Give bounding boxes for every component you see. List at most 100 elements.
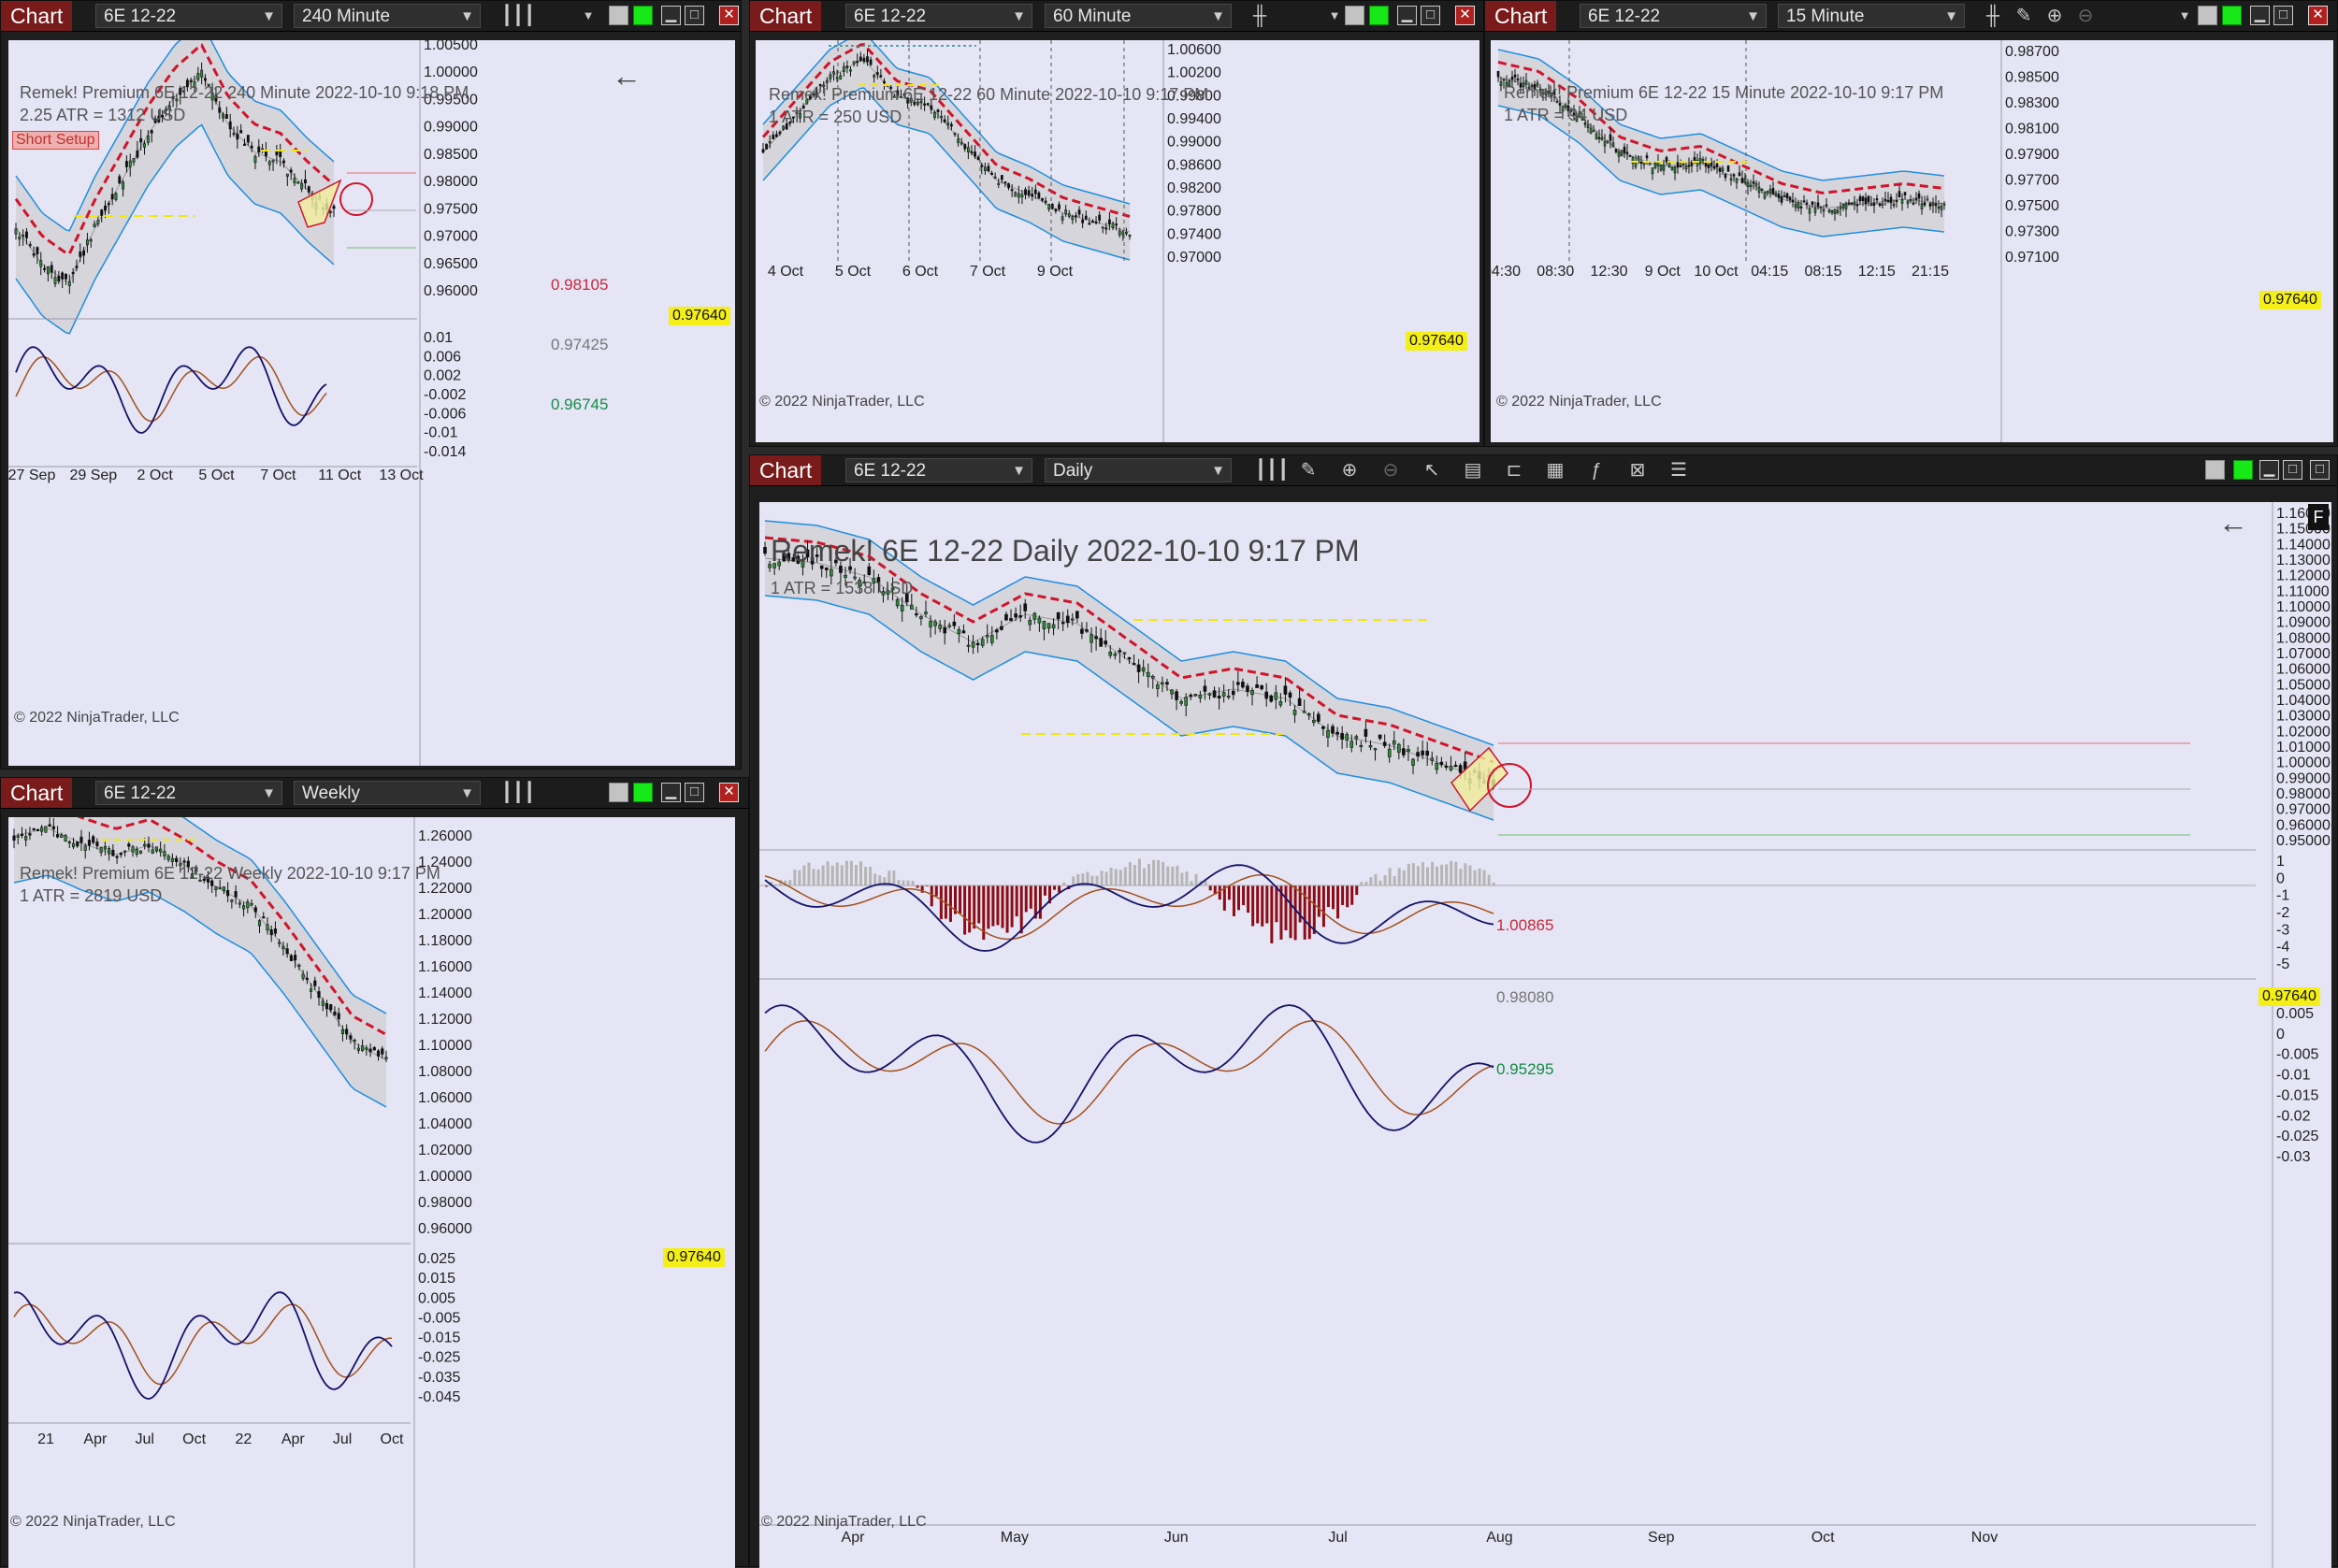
instrument-selector[interactable]: 6E 12-22 ▼ — [95, 781, 282, 805]
instrument-selector[interactable]: 6E 12-22 ▼ — [95, 4, 282, 28]
indicators-icon[interactable]: ⊠ — [1629, 460, 1646, 481]
candle-body — [226, 889, 230, 897]
link-color-button[interactable] — [609, 783, 628, 802]
target-circle — [339, 182, 373, 216]
chart-canvas[interactable]: 1.160001.150001.140001.130001.120001.110… — [759, 502, 2331, 1568]
chart-tab[interactable]: Chart — [1485, 1, 1557, 31]
zoom-out-icon[interactable]: ⊖ — [2077, 6, 2094, 26]
instrument-selector[interactable]: 6E 12-22 ▼ — [1580, 4, 1767, 28]
maximize-button[interactable]: □ — [2283, 460, 2302, 480]
close-button[interactable]: ✕ — [719, 6, 739, 25]
histogram-bar — [916, 885, 919, 888]
chart-style-icon[interactable]: ▦ — [1546, 460, 1565, 481]
close-button[interactable]: ✕ — [1455, 6, 1475, 25]
link-color-button[interactable] — [2205, 460, 2225, 480]
maximize-button[interactable]: □ — [2273, 6, 2293, 25]
properties-icon[interactable]: ☰ — [1670, 460, 1687, 481]
chart-canvas[interactable]: 1.00600 1.00200 0.99800 0.99400 0.99000 0.986… — [756, 40, 1479, 442]
candle-body — [53, 277, 57, 284]
candle-body — [1054, 209, 1058, 212]
time-axis-tick: Oct — [1811, 1530, 1835, 1546]
candle-body — [200, 69, 204, 78]
cursor-icon[interactable]: ↖ — [1423, 460, 1440, 481]
candle-body — [858, 580, 861, 586]
instrument-selector[interactable]: 6E 12-22 ▼ — [845, 458, 1032, 482]
chart-tab[interactable]: Chart — [1, 778, 73, 808]
candle-body — [93, 223, 96, 227]
histogram-bar — [1166, 866, 1170, 885]
close-button[interactable]: □ — [2310, 460, 2330, 480]
maximize-button[interactable]: □ — [685, 6, 704, 25]
bar-style-icon[interactable]: ╫ — [1252, 6, 1267, 26]
price-panel[interactable]: 0.98700 0.98500 0.98300 0.98100 0.97900 0.977… — [1491, 40, 2333, 442]
candle-body — [1407, 749, 1410, 752]
candle-body — [193, 81, 196, 88]
window-linking-icon[interactable]: ⊏ — [1506, 460, 1523, 481]
candle-body — [916, 101, 919, 106]
minimize-button[interactable]: ▁ — [661, 783, 681, 802]
strategy-icon[interactable]: ƒ — [1591, 460, 1602, 481]
chart-tab[interactable]: Chart — [750, 1, 822, 31]
corner-badge[interactable]: F — [2308, 504, 2329, 530]
link-color-button[interactable] — [609, 6, 628, 25]
candle-body — [812, 93, 815, 95]
candle-body — [765, 143, 768, 150]
histogram-bar — [1393, 875, 1396, 885]
toolbar-overflow-icon[interactable]: ▼ — [582, 8, 595, 22]
chart-tab[interactable]: Chart — [750, 455, 822, 485]
link-color-button[interactable] — [2198, 6, 2217, 25]
price-panel[interactable]: 1.00600 1.00200 0.99800 0.99400 0.99000 0.986… — [756, 40, 1479, 442]
interval-selector[interactable]: Weekly ▼ — [294, 781, 481, 805]
back-arrow-icon[interactable]: ← — [612, 59, 642, 93]
draw-tools-icon[interactable]: ✎ — [2015, 6, 2032, 26]
candle-body — [960, 142, 963, 145]
interval-selector[interactable]: Daily ▼ — [1045, 458, 1232, 482]
close-button[interactable]: ✕ — [2308, 6, 2328, 25]
histogram-bar — [1147, 863, 1151, 885]
bar-style-icon[interactable]: ╫ — [1985, 6, 2000, 26]
toolbar-overflow-icon[interactable]: ▼ — [1328, 8, 1341, 22]
bar-style-icon[interactable]: ┃┃┃ — [501, 783, 536, 803]
candle-body — [170, 858, 174, 862]
minimize-button[interactable]: ▁ — [2250, 6, 2270, 25]
minimize-button[interactable]: ▁ — [1397, 6, 1417, 25]
bar-style-icon[interactable]: ┃┃┃ — [501, 6, 536, 26]
data-box-icon[interactable]: ▤ — [1464, 460, 1482, 481]
price-panel[interactable]: 1.16000 1.15000 1.14000 1.13000 1.12000 1.110… — [759, 502, 2331, 1568]
back-arrow-icon[interactable]: ← — [2218, 506, 2248, 539]
draw-tools-icon[interactable]: ✎ — [1300, 460, 1317, 481]
zoom-in-icon[interactable]: ⊕ — [1341, 460, 1358, 481]
candle-body — [1378, 734, 1382, 740]
toolbar-overflow-icon[interactable]: ▼ — [2178, 8, 2191, 22]
price-panel[interactable]: 1.26000 1.24000 1.22000 1.20000 1.18000 1.160… — [8, 817, 735, 1568]
chart-canvas[interactable]: 1.26000 1.24000 1.22000 1.20000 1.18000 1.160… — [8, 817, 735, 1568]
instrument-selector[interactable]: 6E 12-22 ▼ — [845, 4, 1032, 28]
interval-selector[interactable]: 240 Minute ▼ — [294, 4, 481, 28]
maximize-button[interactable]: □ — [1421, 6, 1440, 25]
osc-axis-tick: 0.005 — [2276, 1006, 2314, 1022]
interval-selector[interactable]: 60 Minute ▼ — [1045, 4, 1232, 28]
candle-body — [196, 73, 200, 80]
histogram-bar — [934, 885, 938, 897]
candle-body — [1572, 112, 1576, 116]
chart-canvas[interactable]: 0.98700 0.98500 0.98300 0.98100 0.97900 0.977… — [1491, 40, 2333, 442]
time-axis-tick: 5 Oct — [835, 264, 872, 280]
close-button[interactable]: ✕ — [719, 783, 739, 802]
oscillator-slow-line — [15, 355, 327, 423]
zoom-out-icon[interactable]: ⊖ — [1382, 460, 1399, 481]
minimize-button[interactable]: ▁ — [661, 6, 681, 25]
histogram-bar — [1090, 875, 1094, 885]
price-panel[interactable]: 1.00500 1.00000 0.99500 0.99000 0.98500 0.980… — [8, 40, 735, 766]
chart-tab[interactable]: Chart — [1, 1, 73, 31]
candle-body — [839, 75, 843, 79]
candle-body — [123, 850, 127, 853]
price-axis-tick: 1.07000 — [2276, 646, 2331, 662]
zoom-in-icon[interactable]: ⊕ — [2046, 6, 2063, 26]
link-color-button[interactable] — [1345, 6, 1364, 25]
candle-body — [1516, 79, 1520, 81]
minimize-button[interactable]: ▁ — [2259, 460, 2279, 480]
interval-selector[interactable]: 15 Minute ▼ — [1778, 4, 1965, 28]
chart-canvas[interactable]: 1.00500 1.00000 0.99500 0.99000 0.98500 0.980… — [8, 40, 735, 766]
bar-style-icon[interactable]: ┃┃┃ — [1255, 460, 1290, 481]
maximize-button[interactable]: □ — [685, 783, 704, 802]
